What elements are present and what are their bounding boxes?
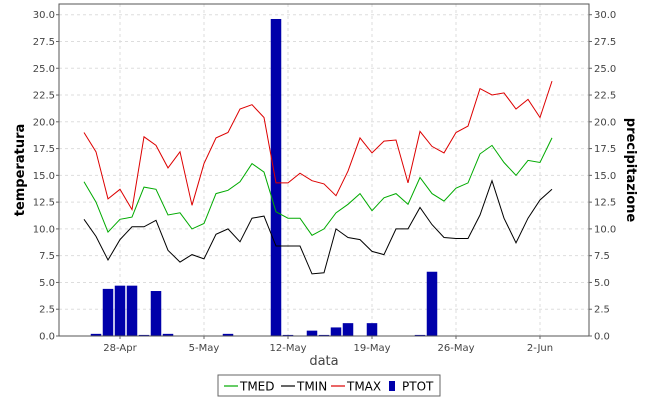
legend-label-ptot: PTOT [402,380,434,394]
y-tick-label-right: 27.5 [594,37,616,48]
y-tick-label-right: 10.0 [594,224,616,235]
bar-layer [90,18,438,336]
y-axis-title-left: temperatura [13,124,28,217]
y-tick-label-left: 27.5 [33,37,55,48]
y-tick-label-left: 2.5 [39,305,55,316]
y-tick-label-right: 5.0 [594,278,610,289]
legend-box [217,374,441,397]
line-tmin [83,179,553,275]
bar-ptot [414,334,426,336]
y-tick-label-right: 30.0 [594,10,616,21]
x-tick-label: 26-May [437,343,474,354]
y-tick-label-left: 0.0 [39,332,55,343]
y-tick-label-left: 22.5 [33,91,55,102]
bar-ptot [138,334,150,336]
bar-ptot [150,291,162,336]
bar-ptot [222,333,234,336]
y-tick-label-right: 20.0 [594,117,616,128]
y-tick-label-left: 15.0 [33,171,55,182]
bar-ptot [342,323,354,336]
bar-ptot [90,333,102,336]
grid-layer [59,4,589,337]
y-tick-label-right: 2.5 [594,305,610,316]
y-tick-label-right: 17.5 [594,144,616,155]
line-tmed [83,137,553,236]
x-tick-label: 19-May [353,343,390,354]
legend-label-tmin: TMIN [296,380,327,394]
y-tick-label-right: 15.0 [594,171,616,182]
y-tick-label-right: 25.0 [594,64,616,75]
tick-layer: 0.0 0.0 2.5 2.5 5.0 5.0 7.5 7.5 10.0 10.0 12.5 12.5… [33,10,617,354]
bar-ptot [426,271,438,336]
bar-ptot [282,334,294,336]
y-tick-label-left: 10.0 [33,224,55,235]
x-tick-label: 12-May [269,343,306,354]
y-tick-label-left: 7.5 [39,251,55,262]
y-axis-title-right: precipitazione [623,118,638,223]
legend: TMED TMIN TMAX PTOT [217,374,441,397]
bar-ptot [366,323,378,336]
bar-ptot [162,333,174,336]
bar-ptot [330,327,342,336]
bar-ptot [318,334,330,336]
bar-ptot [270,18,282,336]
y-tick-label-right: 7.5 [594,251,610,262]
bar-ptot [306,330,318,336]
line-tmax [83,80,553,212]
x-tick-label: 28-Apr [103,343,137,354]
legend-label-tmax: TMAX [346,380,381,394]
bar-ptot [126,285,138,336]
legend-swatch-ptot [389,381,395,391]
y-tick-label-right: 22.5 [594,91,616,102]
y-tick-label-right: 12.5 [594,198,616,209]
y-tick-label-left: 20.0 [33,117,55,128]
y-tick-label-right: 0.0 [594,332,610,343]
line-layer [83,80,553,275]
y-tick-label-left: 30.0 [33,10,55,21]
bar-ptot [102,288,114,336]
plot-frame [58,3,590,337]
y-tick-label-left: 12.5 [33,198,55,209]
y-tick-label-left: 5.0 [39,278,55,289]
x-axis-title: data [309,354,338,369]
x-tick-label: 2-Jun [527,343,553,354]
y-tick-label-left: 25.0 [33,64,55,75]
y-tick-label-left: 17.5 [33,144,55,155]
legend-label-tmed: TMED [239,380,275,394]
bar-ptot [114,285,126,336]
x-tick-label: 5-May [189,343,220,354]
